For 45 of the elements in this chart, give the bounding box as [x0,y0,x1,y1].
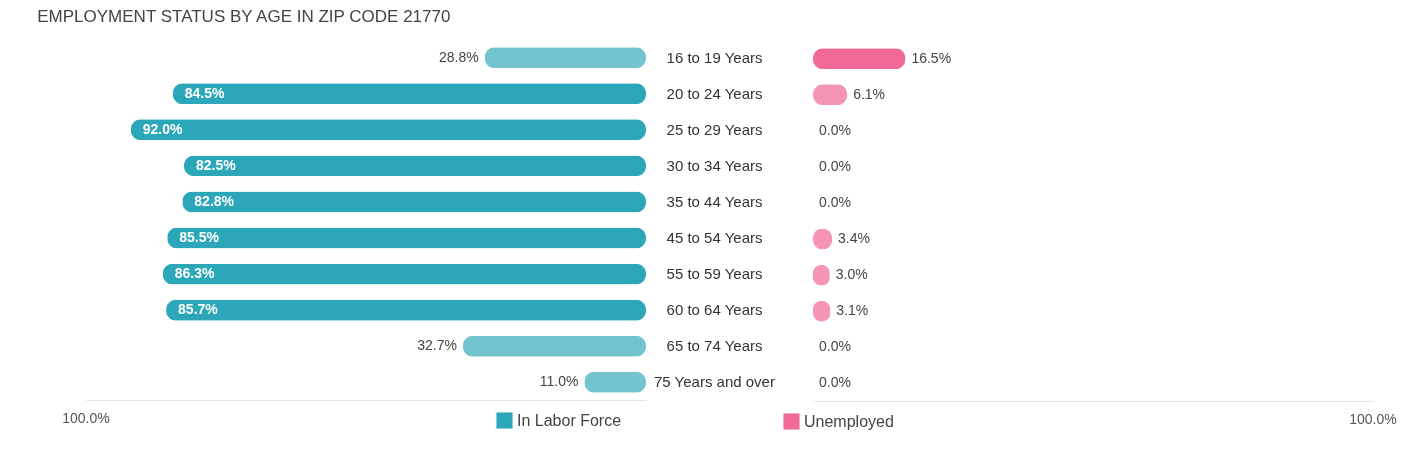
data-label: 0.0% [819,374,851,391]
data-label: 0.0% [819,157,851,174]
bar [484,47,646,69]
legend-label: Unemployed [804,412,894,430]
bar [184,155,646,177]
data-label: 82.5% [196,156,237,173]
data-label: 11.0% [539,373,579,390]
y-tick-label: 55 to 59 Years [666,265,763,283]
bar [162,263,646,285]
data-label: 85.7% [178,301,219,318]
bar [167,227,646,249]
y-tick-label: 65 to 74 Years [666,337,763,355]
legend-label: In Labor Force [517,411,622,429]
y-tick-label: 20 to 24 Years [666,84,763,102]
data-label: 32.7% [417,337,457,354]
data-label: 6.1% [853,85,886,102]
data-label: 0.0% [819,121,851,138]
chart-title: EMPLOYMENT STATUS BY AGE IN ZIP CODE 21770 [37,7,451,26]
data-label: 28.8% [439,48,479,65]
data-label: 3.0% [835,266,868,283]
y-tick-label: 35 to 44 Years [666,192,763,210]
y-tick-label: 30 to 34 Years [666,156,763,174]
data-label: 84.5% [184,84,226,101]
data-label: 92.0% [142,120,184,137]
data-label: 3.1% [836,302,869,319]
bar [462,335,646,357]
data-label: 82.8% [194,192,235,209]
bar [130,119,646,141]
text: 100.0% [62,410,110,426]
bar [813,48,906,70]
data-label: 3.4% [838,230,870,247]
bar [182,191,646,213]
text: 100.0% [1349,411,1397,427]
data-label: 0.0% [819,193,851,210]
y-tick-label: 75 Years and over [654,373,775,391]
data-label: 85.5% [179,229,220,246]
data-label: 0.0% [819,338,851,355]
data-label: 86.3% [174,265,215,282]
bar [166,299,646,321]
y-tick-label: 45 to 54 Years [666,229,763,247]
data-label: 16.5% [911,49,952,66]
y-tick-label: 25 to 29 Years [666,120,763,138]
y-tick-label: 60 to 64 Years [666,301,763,319]
bar [172,83,646,105]
y-tick-label: 16 to 19 Years [666,48,763,66]
